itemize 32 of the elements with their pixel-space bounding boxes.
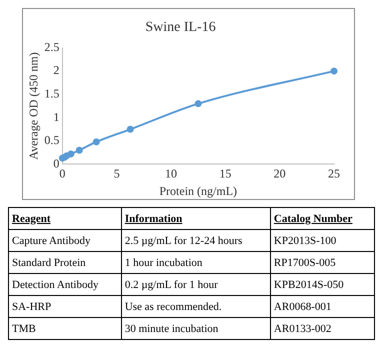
text: 0.2 µg/mL for 1 hour	[121, 274, 270, 296]
y-tick-label: 1	[53, 110, 60, 124]
text: KP2013S-100	[270, 230, 374, 252]
text: Reagent	[8, 208, 122, 230]
text: Capture Antibody	[8, 230, 122, 252]
text: Information	[121, 208, 270, 230]
y-tick-label: 0	[53, 156, 60, 170]
x-tick-label: 5	[114, 166, 120, 181]
text: Standard Protein	[8, 252, 122, 274]
y-tick-label: 0.5	[44, 133, 60, 148]
x-tick-label: 15	[219, 166, 232, 181]
y-tick-label: 2.5	[44, 40, 60, 54]
chart-title: Swine IL-16	[145, 20, 216, 36]
text: 2.5 µg/mL for 12-24 hours	[121, 230, 270, 252]
text: AR0068-001	[270, 296, 374, 318]
y-axis-title: Average OD (450 nm)	[26, 52, 40, 160]
x-tick-label: 25	[328, 166, 340, 181]
y-tick-label: 1.5	[44, 86, 60, 101]
text: SA-HRP	[8, 296, 122, 318]
text: Use as recommended.	[121, 296, 270, 318]
text: TMB	[8, 318, 122, 340]
x-tick-label: 20	[274, 166, 286, 181]
y-tick-label: 2	[53, 63, 60, 78]
text: Catalog Number	[270, 208, 374, 230]
x-axis-title: Protein (ng/mL)	[159, 184, 238, 198]
text: 30 minute incubation	[121, 318, 270, 340]
text: AR0133-002	[270, 318, 374, 340]
x-tick-label: 10	[165, 166, 178, 181]
text: 1 hour incubation	[121, 252, 270, 274]
text: Detection Antibody	[8, 274, 122, 296]
text: KPB2014S-050	[270, 274, 374, 296]
text: RP1700S-005	[270, 252, 374, 274]
